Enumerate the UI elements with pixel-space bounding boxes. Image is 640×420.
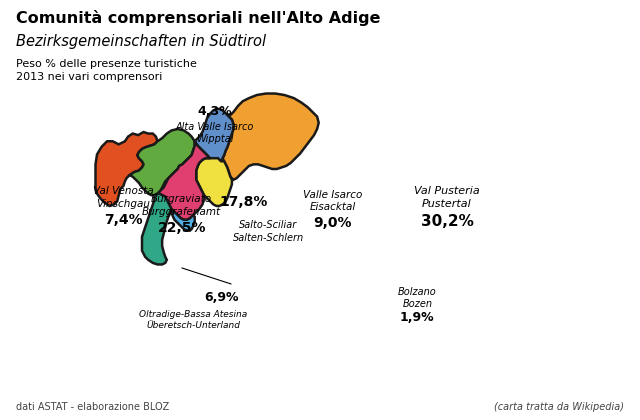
Polygon shape [196, 158, 232, 206]
Text: dati ASTAT - elaborazione BLOZ: dati ASTAT - elaborazione BLOZ [16, 402, 169, 412]
Text: Valle Isarco
Eisacktal: Valle Isarco Eisacktal [303, 189, 363, 212]
Text: 30,2%: 30,2% [420, 214, 474, 229]
Text: 17,8%: 17,8% [220, 195, 268, 210]
Text: Burgraviato
Burggrafenamt: Burgraviato Burggrafenamt [142, 194, 221, 217]
Text: Bolzano
Bozen: Bolzano Bozen [398, 286, 436, 309]
Text: Bezirksgemeinschaften in Südtirol: Bezirksgemeinschaften in Südtirol [16, 34, 266, 49]
Polygon shape [157, 141, 209, 220]
Text: Val Venosta
Vinschgau: Val Venosta Vinschgau [93, 186, 154, 209]
Polygon shape [223, 94, 319, 180]
Text: 6,9%: 6,9% [204, 291, 239, 304]
Polygon shape [195, 109, 234, 166]
Text: Val Pusteria
Pustertal: Val Pusteria Pustertal [414, 186, 480, 209]
Polygon shape [142, 194, 172, 265]
Polygon shape [172, 209, 195, 231]
Text: 1,9%: 1,9% [400, 311, 435, 324]
Text: Oltradige-Bassa Atesina
Überetsch-Unterland: Oltradige-Bassa Atesina Überetsch-Unterl… [139, 310, 247, 331]
Text: Salto-Sciliar
Salten-Schlern: Salto-Sciliar Salten-Schlern [233, 220, 304, 243]
Polygon shape [95, 132, 157, 206]
Text: (carta tratta da Wikipedia): (carta tratta da Wikipedia) [494, 402, 624, 412]
Polygon shape [129, 129, 195, 195]
Text: 9,0%: 9,0% [314, 216, 352, 231]
Text: Comunità comprensoriali nell'Alto Adige: Comunità comprensoriali nell'Alto Adige [16, 10, 381, 26]
Text: 4,3%: 4,3% [198, 105, 232, 118]
Text: Peso % delle presenze turistiche
2013 nei vari comprensori: Peso % delle presenze turistiche 2013 ne… [16, 59, 197, 82]
Text: 22,5%: 22,5% [157, 221, 206, 235]
Text: Alta Valle Isarco
Wipptal: Alta Valle Isarco Wipptal [176, 122, 254, 144]
Text: 7,4%: 7,4% [104, 213, 143, 227]
